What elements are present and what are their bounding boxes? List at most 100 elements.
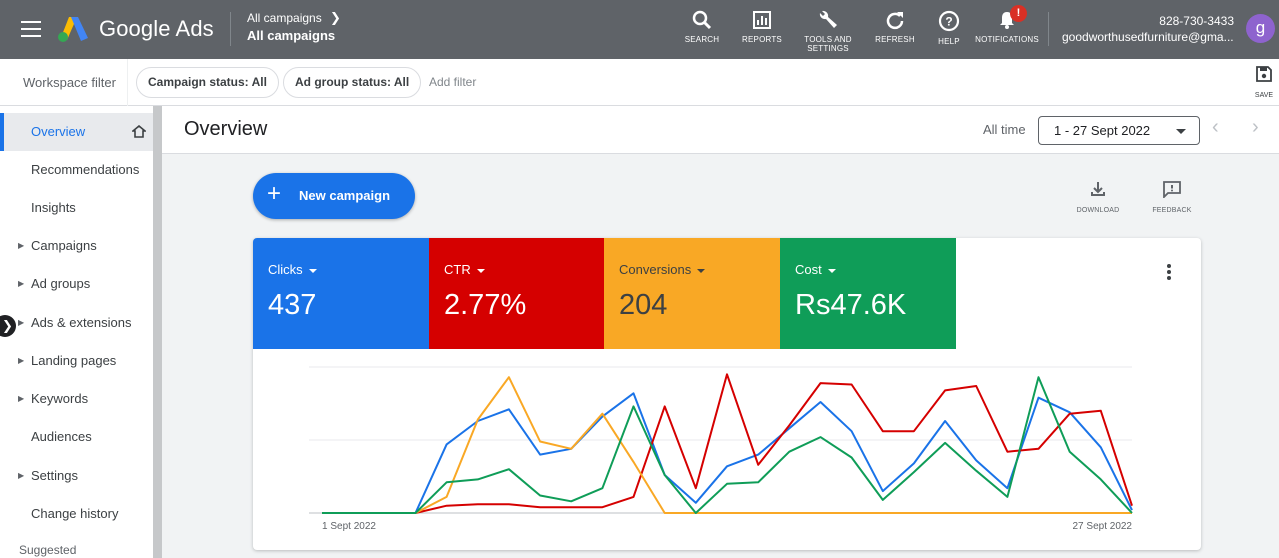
expand-arrow-icon: ▶: [18, 356, 25, 365]
google-ads-logo: [58, 17, 88, 42]
new-campaign-button[interactable]: + New campaign: [253, 173, 415, 219]
notification-badge: !: [1010, 5, 1027, 22]
refresh-label: REFRESH: [875, 35, 915, 44]
chevron-right-icon[interactable]: ❯: [330, 10, 341, 25]
save-label: SAVE: [1254, 92, 1274, 99]
menu-icon[interactable]: [21, 21, 41, 37]
sidebar-item-campaigns[interactable]: ▶ Campaigns: [0, 227, 153, 265]
notifications-label: NOTIFICATIONS: [975, 35, 1039, 44]
series-line-3: [322, 376, 1132, 514]
sidebar-item-label: Overview: [31, 124, 86, 139]
ad-group-status-chip[interactable]: Ad group status: All: [283, 67, 422, 98]
account-email[interactable]: goodworthusedfurniture@gma...: [1062, 30, 1234, 44]
search-icon: [692, 10, 712, 30]
collapse-sidebar-icon[interactable]: ❯: [0, 315, 16, 337]
help-label: HELP: [938, 37, 960, 46]
divider: [1048, 12, 1049, 46]
tools-settings-button[interactable]: TOOLS AND SETTINGS: [793, 10, 863, 53]
series-line-4: [322, 376, 1133, 514]
sidebar-item-overview[interactable]: Overview: [0, 113, 153, 151]
caret-down-icon: [1176, 129, 1186, 134]
account-phone[interactable]: 828-730-3433: [1159, 14, 1234, 28]
sidebar: Overview Recommendations Insights ▶ Campa…: [0, 106, 155, 558]
notifications-button[interactable]: ! NOTIFICATIONS: [972, 5, 1042, 44]
save-icon: [1256, 66, 1272, 82]
performance-card: Clicks 437 CTR 2.77% Conversions 204 Cos…: [253, 238, 1201, 550]
feedback-button[interactable]: FEEDBACK: [1142, 180, 1202, 214]
sidebar-item-audiences[interactable]: Audiences: [0, 418, 153, 456]
expand-arrow-icon: ▶: [18, 279, 25, 288]
expand-arrow-icon: ▶: [18, 394, 25, 403]
wrench-icon: [819, 10, 837, 28]
metric-ctr[interactable]: CTR 2.77%: [429, 238, 605, 349]
sidebar-item-landing-pages[interactable]: ▶ Landing pages: [0, 342, 153, 380]
download-button[interactable]: DOWNLOAD: [1068, 180, 1128, 214]
refresh-button[interactable]: REFRESH: [860, 10, 930, 44]
sidebar-item-change-history[interactable]: Change history: [0, 495, 153, 533]
svg-text:?: ?: [945, 15, 952, 29]
save-button[interactable]: SAVE: [1251, 65, 1277, 99]
date-range-value: 1 - 27 Sept 2022: [1054, 123, 1151, 138]
breadcrumb-current[interactable]: All campaigns: [247, 28, 336, 43]
metric-value: 204: [619, 289, 668, 321]
sidebar-item-label: Landing pages: [31, 353, 117, 368]
metric-label: Clicks: [268, 262, 317, 277]
suggested-label: Suggested: [19, 543, 77, 557]
sidebar-item-recommendations[interactable]: Recommendations: [0, 151, 153, 189]
more-options-icon[interactable]: [1163, 264, 1175, 282]
refresh-icon: [886, 12, 904, 30]
plus-icon: +: [267, 180, 282, 207]
feedback-label: FEEDBACK: [1152, 207, 1192, 214]
add-filter-button[interactable]: Add filter: [429, 75, 477, 89]
caret-down-icon: [697, 268, 706, 273]
sidebar-item-label: Insights: [31, 200, 76, 215]
metric-value: 437: [268, 289, 317, 321]
previous-period-icon[interactable]: ‹: [1212, 116, 1219, 138]
top-bar: Google Ads All campaigns ❯ All campaigns…: [0, 0, 1279, 59]
search-button[interactable]: SEARCH: [667, 10, 737, 44]
tools-settings-label: TOOLS AND SETTINGS: [804, 35, 852, 53]
avatar[interactable]: g: [1246, 14, 1275, 43]
help-icon: ?: [938, 10, 960, 32]
reports-label: REPORTS: [742, 35, 782, 44]
new-campaign-label: New campaign: [299, 188, 391, 203]
sidebar-item-keywords[interactable]: ▶ Keywords: [0, 380, 153, 418]
divider: [127, 59, 128, 106]
home-icon: [132, 125, 146, 138]
sidebar-item-label: Keywords: [31, 391, 89, 406]
sidebar-scrollbar[interactable]: [153, 106, 162, 558]
sidebar-item-label: Campaigns: [31, 238, 97, 253]
metric-conversions[interactable]: Conversions 204: [604, 238, 780, 349]
caret-down-icon: [476, 268, 485, 273]
sidebar-item-insights[interactable]: Insights: [0, 189, 153, 227]
expand-arrow-icon: ▶: [18, 241, 25, 250]
search-label: SEARCH: [684, 35, 720, 44]
expand-arrow-icon: ▶: [18, 318, 25, 327]
metric-clicks[interactable]: Clicks 437: [253, 238, 429, 349]
caret-down-icon: [308, 268, 317, 273]
x-axis-end-label: 27 Sept 2022: [1073, 521, 1133, 532]
help-button[interactable]: ? HELP: [914, 10, 984, 46]
metric-label: Cost: [795, 262, 836, 277]
product-name[interactable]: Google Ads: [99, 16, 214, 41]
reports-button[interactable]: REPORTS: [727, 10, 797, 44]
campaign-status-chip[interactable]: Campaign status: All: [136, 67, 279, 98]
breadcrumb-parent[interactable]: All campaigns: [247, 11, 322, 25]
sidebar-item-label: Settings: [31, 468, 78, 483]
sidebar-item-ad-groups[interactable]: ▶ Ad groups: [0, 265, 153, 303]
metric-cost[interactable]: Cost Rs47.6K: [780, 238, 956, 349]
metric-value: 2.77%: [444, 289, 527, 321]
sidebar-item-ads-extensions[interactable]: ▶ Ads & extensions: [0, 304, 153, 342]
download-label: DOWNLOAD: [1076, 207, 1120, 214]
sidebar-item-settings[interactable]: ▶ Settings: [0, 457, 153, 495]
series-line-1: [322, 392, 1133, 514]
metric-label: Conversions: [619, 262, 706, 277]
workspace-filter-label[interactable]: Workspace filter: [23, 75, 116, 90]
metric-label-text: Conversions: [619, 262, 692, 277]
date-range-select[interactable]: 1 - 27 Sept 2022: [1038, 116, 1200, 145]
divider: [230, 12, 231, 46]
x-axis-start-label: 1 Sept 2022: [322, 521, 376, 532]
metric-label-text: Clicks: [268, 262, 303, 277]
download-icon: [1091, 182, 1105, 196]
next-period-icon[interactable]: ›: [1252, 116, 1259, 138]
